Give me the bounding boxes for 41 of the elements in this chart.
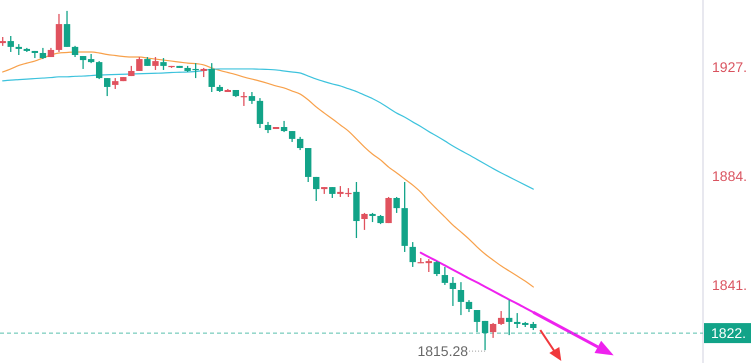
candlestick <box>40 47 46 60</box>
y-tick-label: 1841. <box>712 276 748 293</box>
candlestick <box>160 57 167 71</box>
annotation: 1815.28 <box>417 343 468 360</box>
line-series <box>2 68 534 190</box>
candlestick <box>200 67 207 78</box>
candlestick <box>361 212 368 231</box>
candlestick <box>377 214 384 225</box>
candlestick <box>296 136 304 151</box>
candlestick <box>104 77 110 97</box>
candlestick <box>96 60 102 80</box>
y-tick-label: 1884. <box>712 168 748 184</box>
candlestick <box>240 91 248 107</box>
candlestick <box>208 62 215 93</box>
candlestick <box>72 45 78 58</box>
candlestick <box>434 260 440 277</box>
candlestick <box>288 130 296 143</box>
candlestick <box>248 91 256 105</box>
candlestick <box>498 310 504 326</box>
candlestick <box>410 241 416 268</box>
candlestick <box>64 10 70 48</box>
candlestick <box>112 77 118 90</box>
candlestick <box>369 212 376 223</box>
candlestick <box>136 56 143 72</box>
candlestick <box>256 97 264 129</box>
candlestick <box>442 266 448 286</box>
candlestick <box>458 281 464 316</box>
candlestick <box>16 43 22 56</box>
candlestick <box>393 196 400 214</box>
candlestick <box>450 276 456 307</box>
candlestick <box>313 176 320 202</box>
candlestick <box>466 299 472 313</box>
candlestick <box>490 322 496 339</box>
candlestick <box>264 121 272 134</box>
candlestick <box>152 56 159 71</box>
candlestick <box>280 120 288 133</box>
candlestick <box>329 186 336 199</box>
candlestick <box>8 35 14 53</box>
ref-line-label: 1822. <box>711 324 746 341</box>
candlestick <box>0 36 6 47</box>
y-tick-label: 1927. <box>712 58 748 75</box>
